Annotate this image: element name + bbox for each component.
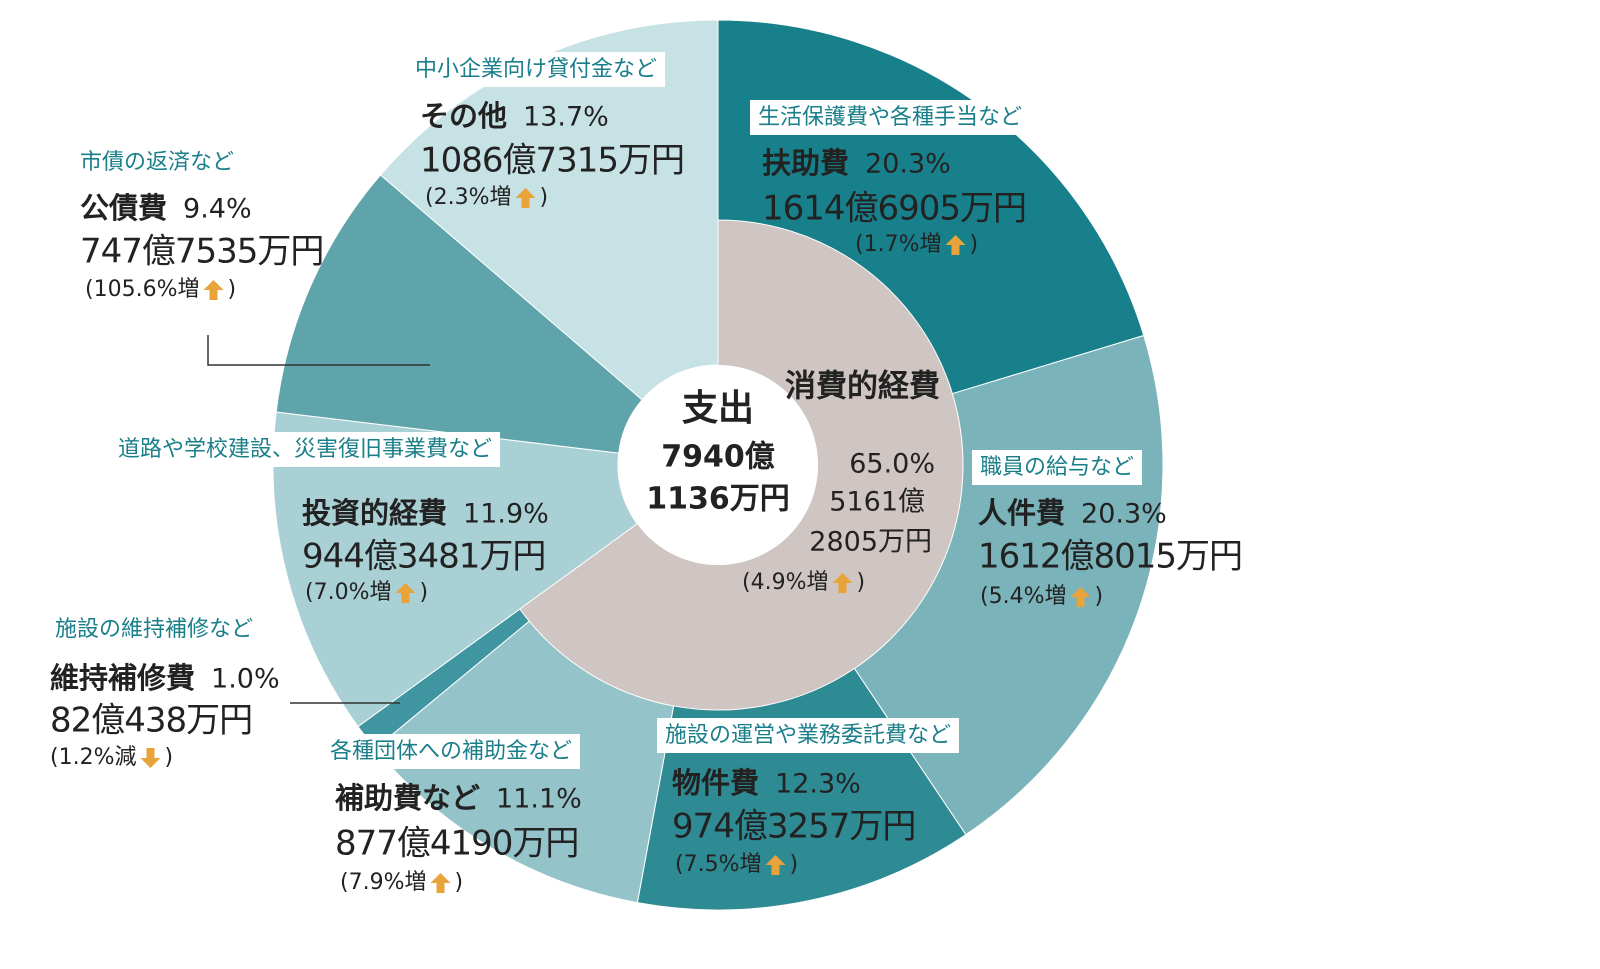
- change-arrow: [765, 855, 786, 875]
- description-box: [110, 432, 501, 467]
- category-description: 市債の返済など: [80, 150, 234, 175]
- category-description: 中小企業向け貸付金など: [415, 57, 657, 82]
- category-description: 職員の給与など: [980, 455, 1134, 480]
- description-box: [972, 450, 1143, 485]
- amount-label: 747億7535万円: [80, 232, 323, 272]
- amount-label: 1612億8015万円: [978, 537, 1242, 577]
- value-label: 11.9%: [463, 499, 549, 530]
- change-label: (7.9%増: [340, 870, 426, 895]
- change-arrow: [430, 873, 451, 893]
- amount-label: 944億3481万円: [302, 537, 545, 577]
- leader-line: [207, 335, 430, 366]
- change-arrow: [832, 573, 853, 593]
- category-name: 人件費: [978, 496, 1065, 530]
- amount-label: 877億4190万円: [335, 824, 578, 864]
- center-title: 支出: [682, 388, 754, 429]
- change-label: (7.5%増: [675, 852, 761, 877]
- description-box: [657, 718, 960, 753]
- value-label: 11.1%: [496, 784, 582, 815]
- category-name: 投資的経費: [302, 496, 447, 530]
- change-label: ): [789, 852, 798, 877]
- change-label: ): [227, 277, 236, 302]
- inner-amount: 5161億: [829, 487, 925, 518]
- change-label: (4.9%増: [742, 570, 828, 595]
- change-label: (5.4%増: [980, 584, 1066, 609]
- category-name: 補助費など: [334, 781, 480, 815]
- change-arrow: [1070, 587, 1091, 607]
- change-label: ): [454, 870, 463, 895]
- change-label: ): [1094, 584, 1103, 609]
- amount-label: 1614億6905万円: [762, 189, 1026, 229]
- description-box: [47, 612, 262, 647]
- inner-value-label: 65.0%: [849, 449, 935, 480]
- change-label: ): [164, 745, 173, 770]
- inner-name: 消費的経費: [785, 369, 940, 405]
- category-description: 施設の維持補修など: [55, 617, 253, 642]
- value-label: 1.0%: [211, 664, 280, 695]
- category-name: その他: [420, 99, 507, 133]
- change-label: (7.0%増: [305, 580, 391, 605]
- change-label: ): [969, 232, 978, 257]
- change-arrow: [203, 280, 224, 300]
- center-line: 1136万円: [646, 482, 790, 517]
- category-description: 施設の運営や業務委託費など: [665, 723, 951, 748]
- amount-label: 82億438万円: [50, 701, 252, 741]
- inner-segment: [519, 220, 964, 711]
- category-name: 公債費: [80, 191, 167, 225]
- category-description: 生活保護費や各種手当など: [758, 105, 1022, 130]
- change-label: (105.6%増: [85, 277, 199, 302]
- description-box: [750, 100, 1031, 135]
- amount-label: 1086億7315万円: [420, 141, 684, 181]
- change-label: (1.2%減: [50, 745, 136, 770]
- change-arrow: [945, 235, 966, 255]
- value-label: 12.3%: [775, 769, 861, 800]
- change-label: ): [856, 570, 865, 595]
- category-description: 道路や学校建設、災害復旧事業費など: [118, 437, 492, 462]
- value-label: 9.4%: [183, 194, 252, 225]
- change-arrow: [515, 188, 536, 208]
- change-arrow: [140, 748, 161, 768]
- value-label: 13.7%: [523, 102, 609, 133]
- change-label: (2.3%増: [425, 185, 511, 210]
- description-box: [72, 145, 243, 180]
- category-name: 維持補修費: [50, 661, 195, 695]
- value-label: 20.3%: [865, 149, 951, 180]
- description-box: [322, 734, 581, 769]
- center-line: 7940億: [661, 440, 775, 475]
- change-label: ): [539, 185, 548, 210]
- amount-label: 974億3257万円: [672, 807, 915, 847]
- change-label: (1.7%増: [855, 232, 941, 257]
- category-description: 各種団体への補助金など: [330, 739, 572, 764]
- value-label: 20.3%: [1081, 499, 1167, 530]
- description-box: [407, 52, 666, 87]
- change-arrow: [395, 583, 416, 603]
- center-hole: [618, 365, 818, 565]
- change-label: ): [419, 580, 428, 605]
- category-name: 物件費: [672, 766, 759, 800]
- inner-amount: 2805万円: [809, 527, 932, 558]
- category-name: 扶助費: [762, 146, 849, 180]
